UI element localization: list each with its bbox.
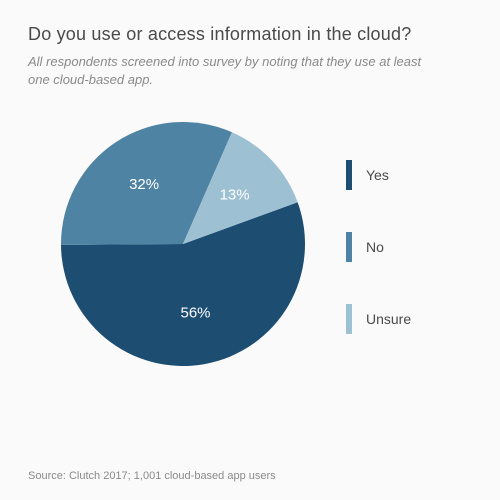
legend-label: Unsure bbox=[366, 311, 411, 327]
legend-swatch bbox=[346, 304, 352, 334]
legend-item: Unsure bbox=[346, 304, 411, 334]
chart-subtitle: All respondents screened into survey by … bbox=[28, 53, 438, 89]
legend-label: No bbox=[366, 239, 384, 255]
legend: Yes No Unsure bbox=[346, 160, 411, 334]
legend-item: Yes bbox=[346, 160, 411, 190]
legend-item: No bbox=[346, 232, 411, 262]
pie-slice-label: 13% bbox=[220, 187, 250, 204]
chart-card: Do you use or access information in the … bbox=[0, 0, 500, 500]
pie-slice-label: 56% bbox=[181, 305, 211, 322]
legend-swatch bbox=[346, 160, 352, 190]
source-text: Source: Clutch 2017; 1,001 cloud-based a… bbox=[28, 470, 276, 482]
legend-label: Yes bbox=[366, 167, 389, 183]
chart-row: 56% 32% 13% Yes No Unsure bbox=[28, 109, 472, 384]
legend-swatch bbox=[346, 232, 352, 262]
pie-chart: 56% 32% 13% bbox=[48, 109, 318, 384]
pie-slice-label: 32% bbox=[129, 176, 159, 193]
chart-title: Do you use or access information in the … bbox=[28, 24, 472, 45]
